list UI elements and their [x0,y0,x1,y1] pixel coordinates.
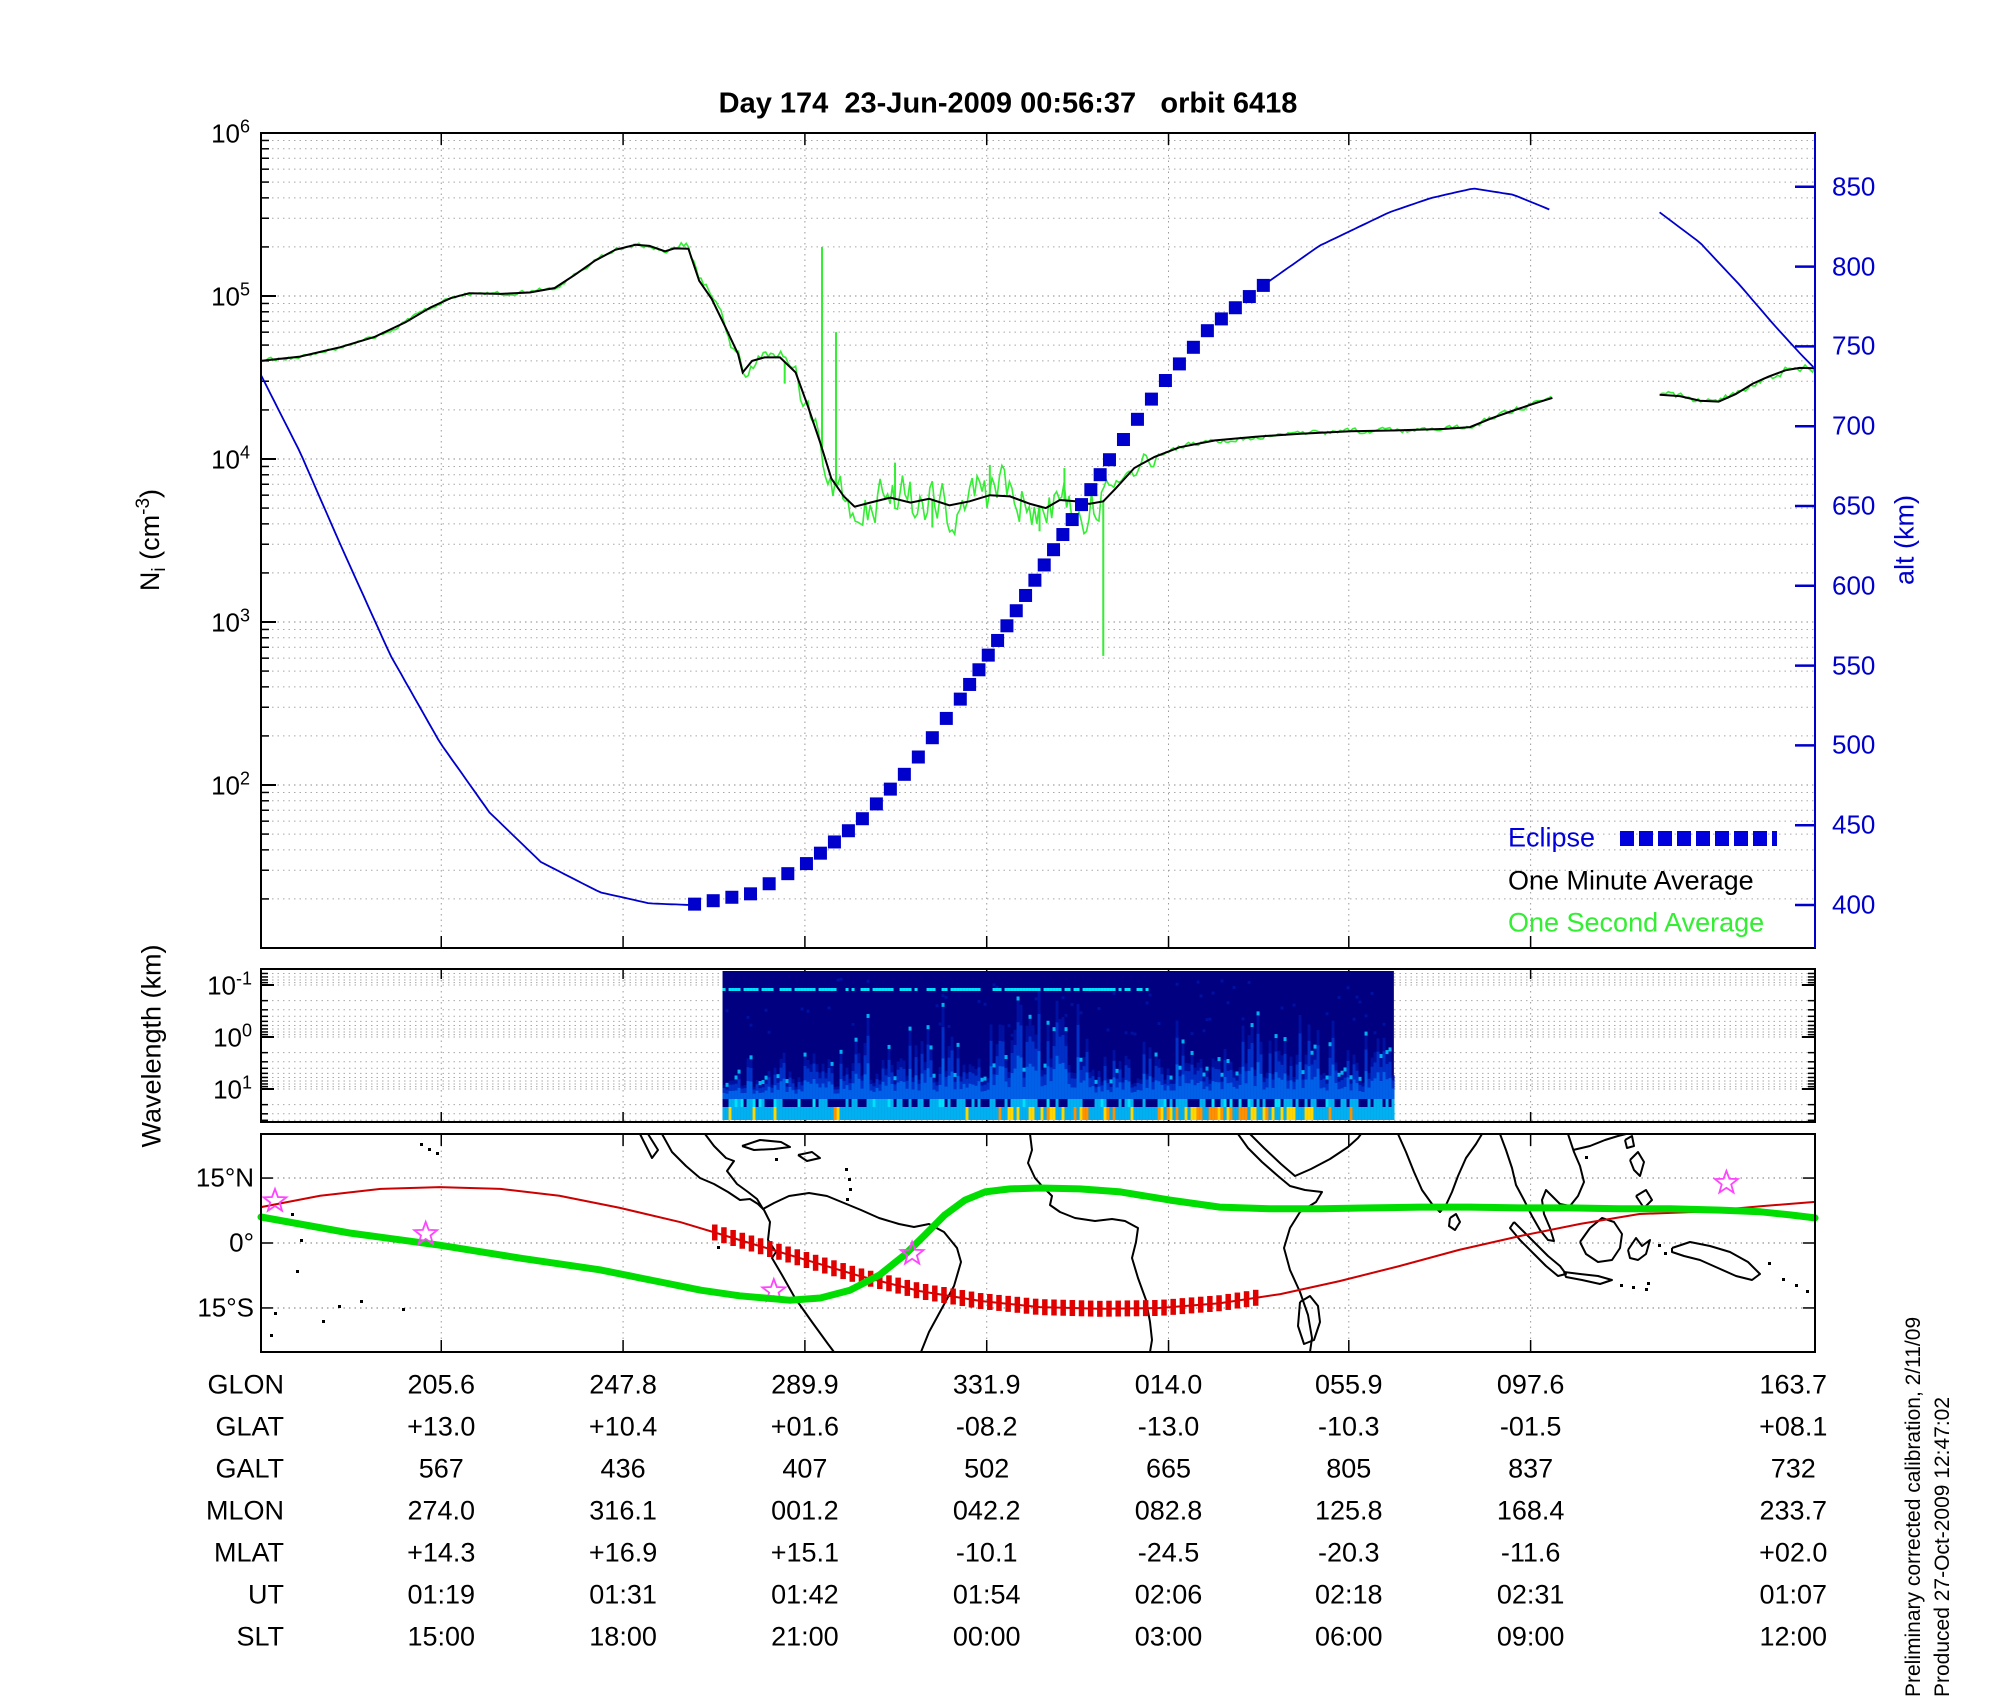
density-axis-label: Ni (cm-3) [132,488,171,592]
table-cell-glon-5: 055.9 [1315,1369,1383,1400]
altitude-ytick-850: 850 [1832,171,1876,202]
table-cell-ut-0: 01:19 [407,1579,476,1610]
altitude-axis-label: alt (km) [1889,495,1920,585]
table-cell-mlon-4: 082.8 [1134,1495,1203,1526]
table-cell-glon-4: 014.0 [1134,1369,1203,1400]
table-cell-ut-3: 01:54 [952,1579,1021,1610]
table-cell-slt-0: 15:00 [407,1621,476,1652]
table-cell-mlat-0: +14.3 [407,1537,476,1568]
table-row-label-glat: GLAT [215,1411,284,1442]
table-cell-ut-5: 02:18 [1315,1579,1383,1610]
wavelength-ytick-1e0: 100 [213,1020,252,1053]
altitude-ytick-450: 450 [1832,809,1876,840]
table-cell-ut-6: 02:31 [1496,1579,1565,1610]
table-cell-slt-4: 03:00 [1134,1621,1203,1652]
table-cell-glat-1: +10.4 [588,1411,658,1442]
table-cell-galt-3: 502 [964,1453,1010,1484]
table-row-label-ut: UT [248,1579,284,1610]
table-cell-glat-2: +01.6 [770,1411,840,1442]
table-cell-mlat-6: -11.6 [1500,1537,1561,1568]
density-ytick-1e5: 105 [211,279,250,312]
altitude-ytick-800: 800 [1832,251,1876,282]
density-ytick-1e2: 102 [211,768,250,801]
density-ytick-1e4: 104 [211,442,250,475]
table-row-label-galt: GALT [215,1453,284,1484]
table-cell-glon-1: 247.8 [589,1369,657,1400]
table-cell-mlon-0: 274.0 [407,1495,476,1526]
table-row-label-mlat: MLAT [213,1537,284,1568]
table-cell-galt-7: 732 [1770,1453,1816,1484]
table-cell-ut-1: 01:31 [589,1579,657,1610]
altitude-ytick-550: 550 [1832,650,1876,681]
table-cell-slt-5: 06:00 [1315,1621,1383,1652]
wavelength-ytick-1e1: 101 [213,1072,252,1105]
table-cell-mlat-7: +02.0 [1759,1537,1828,1568]
table-cell-slt-2: 21:00 [771,1621,839,1652]
wavelength-ytick-1e-1: 10-1 [207,968,252,1001]
legend-eclipse-label: Eclipse [1508,822,1596,853]
table-cell-mlon-5: 125.8 [1315,1495,1383,1526]
table-cell-slt-6: 09:00 [1496,1621,1565,1652]
table-cell-glon-0: 205.6 [407,1369,476,1400]
table-cell-mlat-2: +15.1 [770,1537,840,1568]
table-row-label-glon: GLON [207,1369,284,1400]
table-cell-mlon-2: 001.2 [771,1495,839,1526]
page-title: Day 174 23-Jun-2009 00:56:37 orbit 6418 [718,87,1298,120]
table-cell-glon-2: 289.9 [771,1369,839,1400]
table-cell-glat-3: -08.2 [955,1411,1018,1442]
table-cell-glon-7: 163.7 [1759,1369,1828,1400]
table-cell-galt-1: 436 [600,1453,646,1484]
table-cell-ut-2: 01:42 [771,1579,839,1610]
table-cell-mlat-5: -20.3 [1318,1537,1380,1568]
altitude-ytick-750: 750 [1832,330,1876,361]
table-cell-slt-3: 00:00 [952,1621,1021,1652]
table-cell-galt-4: 665 [1146,1453,1192,1484]
table-cell-mlat-4: -24.5 [1137,1537,1200,1568]
table-cell-glat-0: +13.0 [407,1411,476,1442]
table-cell-slt-1: 18:00 [589,1621,657,1652]
legend-one-second-label: One Second Average [1508,907,1765,938]
table-cell-mlon-3: 042.2 [952,1495,1021,1526]
wavelength-axis-label: Wavelength (km) [136,944,167,1148]
legend-eclipse-dash-sample [1620,831,1777,846]
table-cell-glat-4: -13.0 [1137,1411,1200,1442]
map-lat-label-2: 15°S [197,1292,254,1323]
table-cell-glon-6: 097.6 [1496,1369,1565,1400]
produced-timestamp: Produced 27-Oct-2009 12:47:02 [1931,1396,1954,1697]
table-row-label-mlon: MLON [205,1495,284,1526]
table-cell-galt-2: 407 [782,1453,828,1484]
table-cell-mlon-7: 233.7 [1759,1495,1828,1526]
table-cell-slt-7: 12:00 [1759,1621,1828,1652]
table-cell-mlon-6: 168.4 [1496,1495,1565,1526]
altitude-ytick-650: 650 [1832,490,1876,521]
altitude-ytick-700: 700 [1832,410,1876,441]
density-ytick-1e3: 103 [211,605,250,638]
map-lat-label-0: 15°N [195,1162,254,1193]
table-cell-ut-7: 01:07 [1759,1579,1828,1610]
altitude-ytick-600: 600 [1832,570,1876,601]
table-cell-mlat-1: +16.9 [588,1537,658,1568]
table-cell-galt-0: 567 [418,1453,464,1484]
table-cell-glon-3: 331.9 [952,1369,1021,1400]
table-cell-glat-5: -10.3 [1318,1411,1380,1442]
legend-one-minute-label: One Minute Average [1508,865,1754,896]
map-lat-label-1: 0° [229,1227,254,1258]
table-cell-galt-5: 805 [1326,1453,1372,1484]
altitude-ytick-500: 500 [1832,729,1876,760]
table-cell-glat-6: -01.5 [1499,1411,1562,1442]
calibration-note: Preliminary corrected calibration, 2/11/… [1902,1316,1925,1697]
table-row-label-slt: SLT [236,1621,284,1652]
table-cell-mlat-3: -10.1 [955,1537,1018,1568]
table-cell-glat-7: +08.1 [1759,1411,1828,1442]
table-cell-galt-6: 837 [1508,1453,1554,1484]
table-cell-mlon-1: 316.1 [589,1495,657,1526]
table-cell-ut-4: 02:06 [1134,1579,1203,1610]
density-ytick-1e6: 106 [211,116,250,149]
altitude-ytick-400: 400 [1832,889,1876,920]
